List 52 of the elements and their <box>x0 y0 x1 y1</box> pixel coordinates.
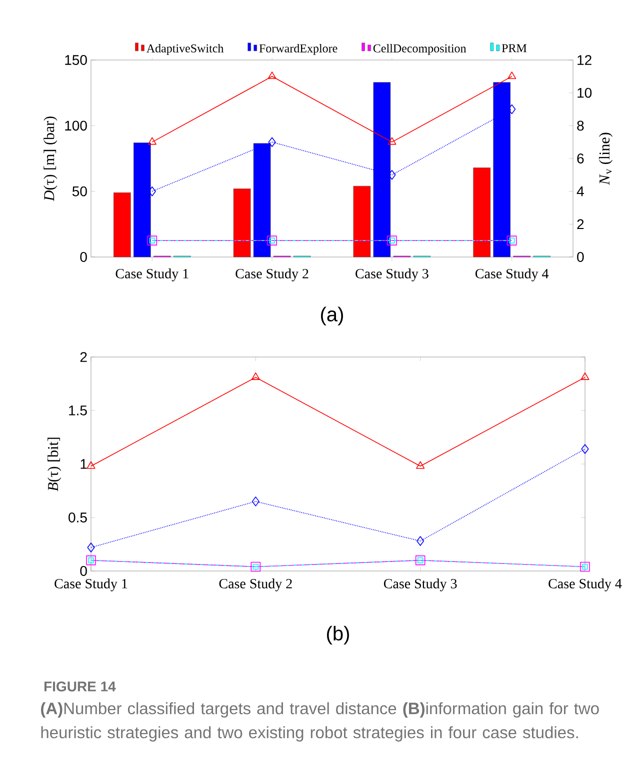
y2-tick-label: 6 <box>577 154 584 164</box>
y-tick-label: 0 <box>80 566 87 576</box>
y2-tick-label: 0 <box>577 252 584 262</box>
y-tick-label: 50 <box>72 186 87 196</box>
y2-tick-label: 2 <box>577 219 584 230</box>
x-tick-label: Case Study 3 <box>384 578 457 592</box>
legend-label: ForwardExplore <box>259 44 338 55</box>
y-axis-title: D(τ) [m] (bar) <box>44 116 58 202</box>
point <box>87 542 95 552</box>
x-tick-label: Case Study 2 <box>219 578 292 592</box>
y2-tick-label: 8 <box>577 120 584 131</box>
y-tick-label: 100 <box>65 120 87 131</box>
point <box>416 536 424 546</box>
y-axis-title: B(τ) [bit] <box>48 438 62 492</box>
caption: FIGURE 14 <box>44 682 116 692</box>
point <box>580 372 590 380</box>
x-tick-label: Case Study 1 <box>54 578 128 592</box>
y-tick-label: 2 <box>80 352 87 362</box>
y-tick-label: 0 <box>80 252 87 262</box>
bar <box>473 168 490 258</box>
point <box>581 444 589 454</box>
x-tick-label: Case Study 3 <box>356 268 428 282</box>
point <box>251 372 260 380</box>
point <box>508 72 516 80</box>
point <box>86 461 96 469</box>
bar <box>353 186 371 258</box>
legend-label: CellDecomposition <box>373 44 466 55</box>
x-tick-label: Case Study 4 <box>475 268 549 282</box>
text: (A)Number classified targets and travel distance (B)information gain for two heuristic strategies and two existing robot strategies in four case studies. <box>41 702 599 742</box>
y2-tick-label: 10 <box>578 88 592 98</box>
y2-tick-label: 4 <box>576 186 584 196</box>
point <box>388 137 396 145</box>
legend-label: PRM <box>502 44 527 52</box>
y-tick-label: 0.5 <box>68 512 87 522</box>
point <box>268 137 276 147</box>
x-tick-label: Case Study 4 <box>548 578 622 592</box>
y-tick-label: 1 <box>80 459 87 469</box>
bar <box>233 188 251 258</box>
y-tick-label: 1.5 <box>69 406 87 416</box>
y-tick-label: 150 <box>65 55 87 65</box>
point <box>416 461 425 469</box>
y2-axis-title: N$_{v}$ (line) <box>598 132 613 185</box>
bar <box>114 192 131 258</box>
point <box>148 137 156 145</box>
point <box>268 72 276 80</box>
point <box>252 496 260 506</box>
legend-label: AdaptiveSwitch <box>146 44 224 55</box>
text: (a) <box>321 306 343 326</box>
x-tick-label: Case Study 1 <box>116 268 188 282</box>
x-tick-label: Case Study 2 <box>236 268 308 282</box>
text: (b) <box>327 626 349 645</box>
y2-tick-label: 12 <box>578 55 592 65</box>
